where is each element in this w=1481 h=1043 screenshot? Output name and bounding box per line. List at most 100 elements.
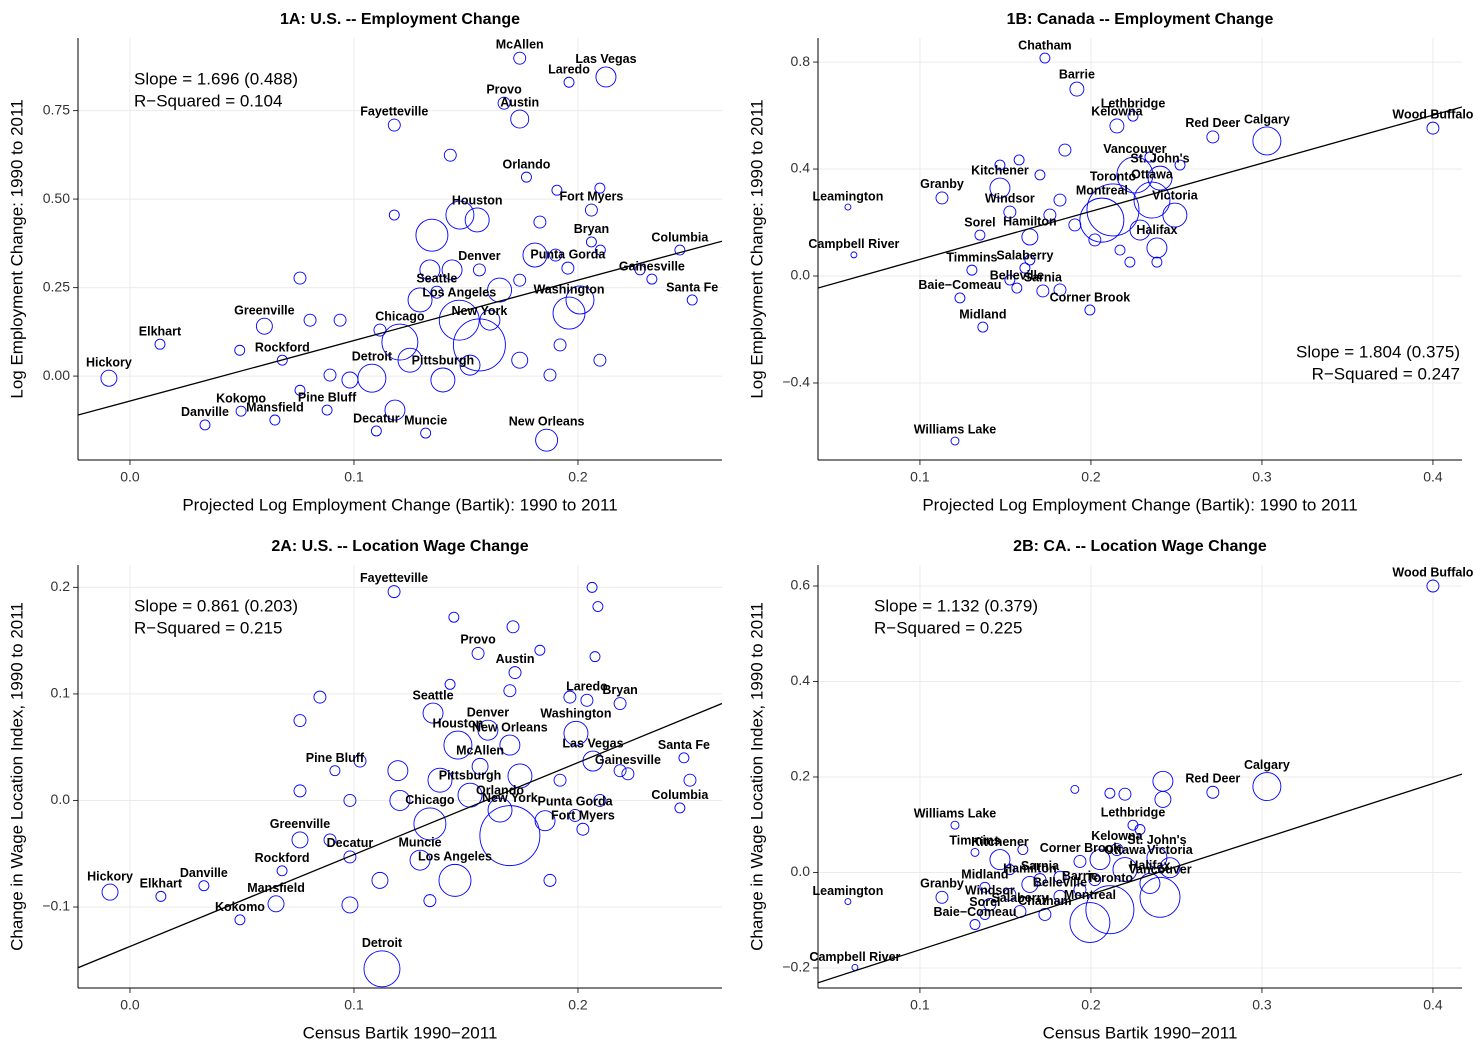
point — [1079, 197, 1125, 243]
point — [487, 797, 513, 823]
point — [235, 405, 247, 417]
point-label: Austin — [500, 95, 539, 109]
panel-title: 1B: Canada -- Employment Change — [1007, 11, 1274, 28]
y-tick-label: −0.1 — [42, 898, 70, 914]
y-tick-label: 0.00 — [43, 367, 70, 383]
point — [563, 76, 575, 88]
point — [1127, 110, 1139, 122]
point-label: Montreal — [1076, 183, 1128, 197]
y-tick-label: 0.0 — [51, 791, 71, 807]
point — [1134, 824, 1146, 835]
point — [353, 754, 367, 768]
point — [534, 810, 556, 832]
point — [1139, 872, 1161, 894]
point-label: Kokomo — [216, 391, 266, 405]
point — [198, 880, 210, 892]
point — [1133, 181, 1171, 219]
point-label: Sorel — [969, 895, 1000, 909]
annotation: Slope = 1.696 (0.488) — [134, 69, 298, 88]
point-label: Wood Buffalo — [1392, 107, 1473, 121]
point — [1024, 254, 1036, 266]
point-label: Belleville — [990, 268, 1044, 282]
point-label: Seattle — [416, 271, 457, 285]
point — [634, 264, 646, 276]
x-tick-label: 0.1 — [344, 997, 364, 1013]
point — [646, 273, 658, 285]
point — [1033, 873, 1047, 887]
annotation: R−Squared = 0.247 — [1312, 364, 1460, 383]
point-label: Decatur — [327, 836, 374, 850]
annotation: R−Squared = 0.215 — [134, 618, 282, 637]
y-tick-label: 0.2 — [791, 768, 811, 784]
point — [592, 601, 604, 613]
point — [1021, 228, 1039, 246]
point-label: Salaberry — [991, 891, 1048, 905]
point — [422, 702, 444, 724]
x-tick-label: 0.3 — [1252, 469, 1272, 485]
point-label: Provo — [460, 633, 496, 647]
point-label: Montreal — [1064, 888, 1116, 902]
points — [818, 52, 1462, 446]
point — [1053, 889, 1067, 903]
point — [1252, 126, 1282, 156]
point — [1104, 787, 1116, 799]
point — [535, 428, 559, 452]
point-label: Columbia — [651, 230, 709, 244]
point — [1058, 143, 1072, 157]
point-label: St. John's — [1130, 151, 1189, 165]
point-label: Punta Gorda — [530, 247, 606, 261]
y-tick-label: 0.0 — [791, 267, 811, 283]
x-tick-label: 0.0 — [120, 469, 140, 485]
point — [561, 261, 575, 275]
point-label: McAllen — [496, 37, 544, 51]
point — [276, 865, 288, 877]
point — [413, 807, 447, 841]
point-label: Fort Myers — [551, 809, 615, 823]
fit-line — [78, 702, 722, 969]
point — [357, 363, 387, 393]
point — [443, 730, 473, 760]
point — [513, 51, 527, 65]
point-label: Fort Myers — [559, 189, 623, 203]
point — [1039, 52, 1051, 64]
point-label: Williams Lake — [914, 422, 997, 436]
point — [589, 651, 601, 663]
point-label: Corner Brook — [1050, 290, 1131, 304]
y-tick-label: 0.0 — [791, 863, 811, 879]
point-label: Granby — [920, 877, 964, 891]
point-label: Campbell River — [809, 950, 900, 964]
point — [1112, 857, 1138, 883]
point-label: Salaberry — [996, 248, 1053, 262]
point-label: Timmins — [949, 834, 1000, 848]
point — [479, 805, 541, 867]
point — [321, 404, 333, 416]
panel-title: 1A: U.S. -- Employment Change — [280, 11, 520, 28]
point-label: Pine Bluff — [298, 390, 357, 404]
point — [407, 287, 433, 313]
x-tick-label: 0.1 — [910, 997, 930, 1013]
point — [1089, 849, 1111, 871]
point — [1159, 857, 1181, 879]
point-label: Baie−Comeau — [918, 278, 1001, 292]
point — [293, 784, 307, 798]
point-label: Kokomo — [215, 900, 265, 914]
point-label: Baie−Comeau — [933, 905, 1016, 919]
point — [970, 847, 980, 857]
point-label: Victoria — [1147, 843, 1194, 857]
point — [974, 229, 986, 241]
point — [585, 236, 597, 248]
x-tick-label: 0.3 — [1252, 997, 1272, 1013]
point-label: Windsor — [965, 884, 1015, 898]
y-tick-label: −0.4 — [782, 374, 810, 390]
point — [363, 950, 401, 988]
point — [1086, 183, 1140, 237]
point — [155, 890, 167, 902]
panel-title: 2B: CA. -- Location Wage Change — [1013, 538, 1267, 555]
y-tick-label: 0.8 — [791, 53, 811, 69]
point-label: Muncie — [404, 413, 447, 427]
point — [1426, 121, 1440, 135]
point — [593, 794, 607, 807]
point-label: Seattle — [413, 688, 454, 702]
point-label: Mansfield — [247, 881, 305, 895]
